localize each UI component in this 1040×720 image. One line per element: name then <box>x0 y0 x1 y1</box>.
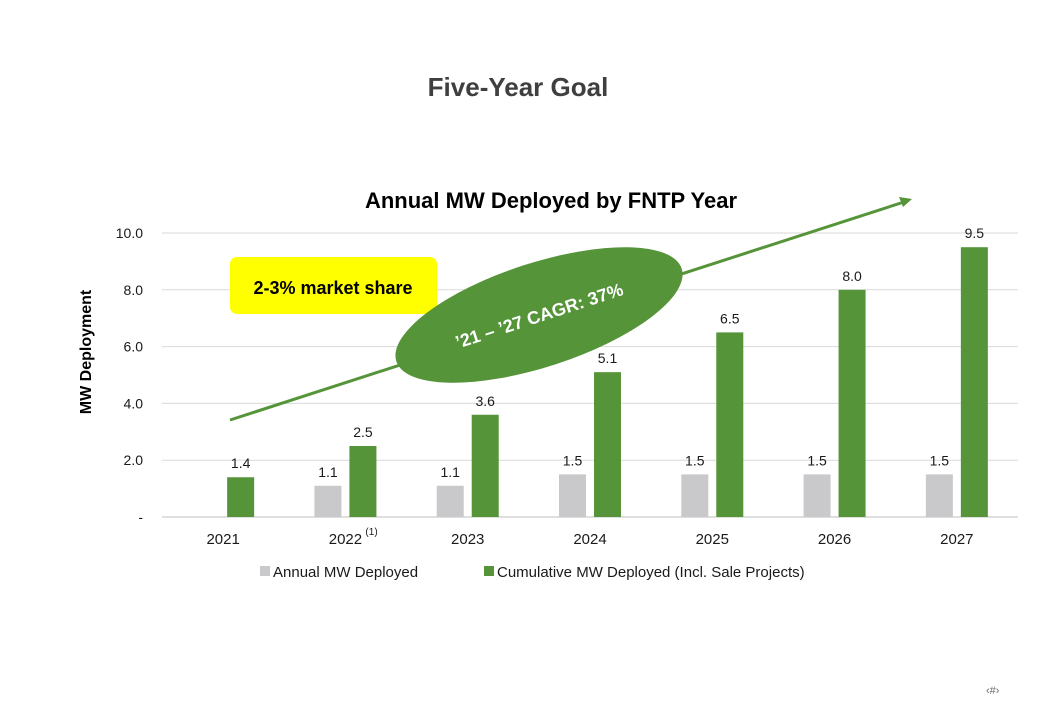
y-tick-label: 2.0 <box>124 452 144 468</box>
legend-swatch-annual <box>260 566 270 576</box>
market-share-label: 2-3% market share <box>253 278 412 298</box>
annual-bar <box>436 485 464 517</box>
annual-bar <box>803 474 831 517</box>
y-tick-label: - <box>138 509 143 525</box>
annual-bar <box>681 474 709 517</box>
legend-label-annual: Annual MW Deployed <box>273 564 418 581</box>
bars: 1.4 1.1 2.5 1.1 3.6 1.5 5.1 1.5 6.5 1.5 8.0 1.5 9.5 <box>227 225 988 517</box>
annual-bar <box>314 485 342 517</box>
annual-data-label: 1.5 <box>807 452 827 468</box>
page-title: Five-Year Goal <box>427 72 609 102</box>
cumulative-data-label: 1.4 <box>231 455 251 471</box>
annual-data-label: 1.5 <box>930 452 950 468</box>
y-tick-label: 10.0 <box>116 225 143 241</box>
cumulative-bar <box>838 289 866 517</box>
legend-label-cumulative: Cumulative MW Deployed (Incl. Sale Proje… <box>497 564 805 581</box>
cumulative-bar <box>349 446 377 517</box>
x-tick-footnote: (1) <box>365 527 377 538</box>
cumulative-data-label: 3.6 <box>475 393 495 409</box>
cumulative-bar <box>227 477 255 517</box>
x-tick-label: 2021 <box>206 531 239 548</box>
legend: Annual MW Deployed Cumulative MW Deploye… <box>260 564 805 581</box>
annual-bar <box>559 474 586 517</box>
annual-data-label: 1.5 <box>563 452 583 468</box>
x-tick-label: 2027 <box>940 531 973 548</box>
x-tick-label: 2024 <box>573 531 606 548</box>
x-tick-label: 2025 <box>696 531 729 548</box>
slide-number: ‹#› <box>986 685 1000 697</box>
x-axis-ticks: 2021 2022 (1) 2023 2024 2025 2026 2027 <box>206 527 973 548</box>
cagr-ellipse <box>395 247 683 383</box>
cumulative-data-label: 5.1 <box>598 350 618 366</box>
x-tick-label: 2023 <box>451 531 484 548</box>
cumulative-bar <box>716 332 744 517</box>
annual-data-label: 1.1 <box>318 464 338 480</box>
annual-data-label: 1.1 <box>440 464 460 480</box>
cumulative-data-label: 9.5 <box>965 225 985 241</box>
y-tick-label: 8.0 <box>124 282 144 298</box>
annual-data-label: 1.5 <box>685 452 705 468</box>
chart-title: Annual MW Deployed by FNTP Year <box>365 188 737 213</box>
annual-bar <box>925 474 953 517</box>
x-tick-label: 2022 <box>329 531 362 548</box>
cumulative-bar <box>594 372 621 517</box>
y-tick-label: 4.0 <box>124 395 144 411</box>
trend-arrowhead <box>899 197 912 207</box>
cumulative-data-label: 2.5 <box>353 424 373 440</box>
y-axis-ticks: - 2.0 4.0 6.0 8.0 10.0 <box>116 225 144 525</box>
cumulative-data-label: 6.5 <box>720 310 740 326</box>
y-axis-label: MW Deployment <box>78 289 95 414</box>
market-share-callout <box>230 257 437 314</box>
cumulative-data-label: 8.0 <box>842 268 862 284</box>
y-tick-label: 6.0 <box>124 339 144 355</box>
cumulative-bar <box>960 247 988 517</box>
cumulative-bar <box>471 414 499 517</box>
legend-swatch-cumulative <box>484 566 494 576</box>
x-tick-label: 2026 <box>818 531 851 548</box>
